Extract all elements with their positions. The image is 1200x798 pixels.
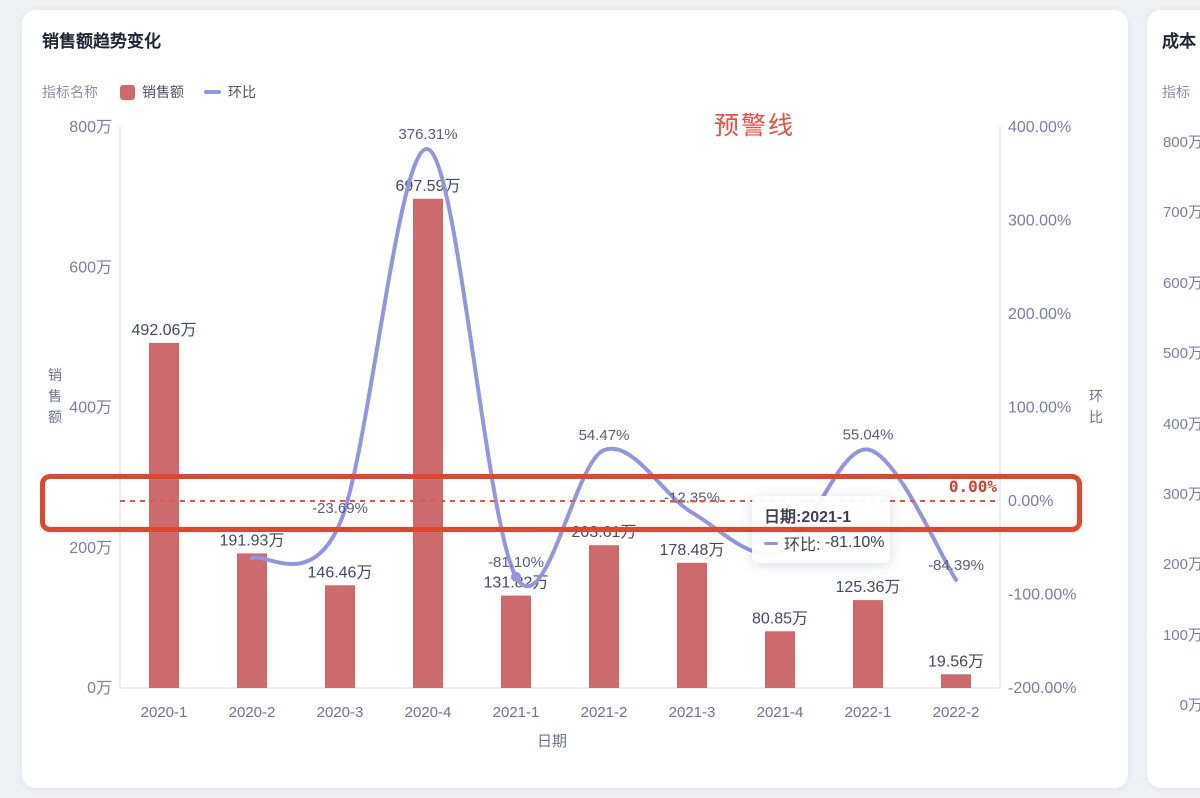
cost-axis-tick: 100万 [1162, 626, 1200, 644]
x-axis-tick: 2021-2 [581, 704, 628, 721]
cost-axis-tick: 800万 [1162, 134, 1200, 151]
right-axis-tick: 100.00% [1008, 400, 1071, 417]
left-axis-tick: 0万 [87, 680, 112, 697]
x-axis-tick: 2022-1 [845, 704, 892, 721]
right-axis-tick: 400.00% [1008, 119, 1071, 136]
bar-2020-3[interactable] [325, 585, 355, 688]
tooltip-value: -81.10% [824, 534, 885, 551]
sales-trend-card: 销售额趋势变化 指标名称 销售额 环比 [22, 10, 1128, 788]
cost-axis-tick: 200万 [1162, 556, 1200, 574]
bar-2021-3[interactable] [677, 562, 707, 688]
line-label: 54.47% [579, 427, 630, 444]
cost-axis-tick: 700万 [1162, 204, 1200, 222]
cost-trend-card: 成本 指标 800万 700万 600万 500万 400万 300万 200万 100万 0万 [1147, 10, 1200, 788]
card-title: 成本 [1162, 32, 1196, 51]
bar-2020-4[interactable] [413, 198, 443, 689]
bar-2022-1[interactable] [853, 600, 883, 688]
left-axis-tick: 800万 [69, 119, 112, 136]
right-axis-tick: 0.00% [1008, 493, 1053, 510]
cost-axis-tick: 300万 [1162, 486, 1200, 503]
bar-2020-2[interactable] [237, 553, 267, 688]
highlighted-point[interactable] [511, 571, 521, 582]
x-axis-tick: 2020-4 [405, 704, 452, 721]
bar-2021-2[interactable] [589, 545, 619, 688]
right-axis-name: 环 [1089, 388, 1103, 404]
bar-label: 131.82万 [484, 575, 549, 592]
legend-item-label: 环比 [228, 84, 256, 100]
line-series-marker-icon [764, 541, 778, 545]
x-axis-title: 日期 [537, 733, 567, 750]
bar-series-swatch-icon [120, 84, 135, 100]
legend-name-label: 指标名称 [42, 84, 98, 100]
x-axis-tick: 2022-2 [933, 704, 980, 721]
card-title: 销售额趋势变化 [42, 32, 161, 51]
cost-axis-tick: 400万 [1162, 415, 1200, 433]
left-axis-tick: 400万 [69, 400, 112, 417]
x-axis-tick: 2020-1 [141, 704, 188, 721]
x-axis-tick: 2020-2 [229, 704, 276, 721]
cost-axis-tick: 0万 [1179, 697, 1200, 715]
x-axis-tick: 2021-3 [669, 704, 716, 721]
left-axis-name: 售 [48, 388, 62, 404]
bar-label: 146.46万 [308, 564, 373, 581]
bar-2022-2[interactable] [941, 674, 971, 688]
line-label: 55.04% [843, 427, 894, 444]
right-axis-tick: -100.00% [1008, 587, 1077, 604]
x-axis-tick: 2021-1 [493, 704, 540, 721]
bar-2021-4[interactable] [765, 631, 795, 688]
tooltip-series-label: 环比: [784, 537, 821, 554]
warning-line-annotation: 预警线 [714, 112, 796, 140]
legend-item-label: 销售额 [142, 84, 184, 100]
bar-label: 191.93万 [220, 532, 285, 549]
right-axis-name: 比 [1089, 409, 1103, 425]
left-axis-tick: 600万 [69, 259, 112, 276]
line-label: 376.31% [398, 126, 457, 143]
legend-name-label: 指标 [1162, 84, 1190, 100]
legend-item-mom[interactable]: 环比 [204, 82, 256, 102]
line-label: -81.10% [488, 554, 544, 571]
left-axis-tick: 200万 [69, 540, 112, 557]
x-axis-tick: 2021-4 [757, 704, 804, 721]
markline-value-label: 0.00% [949, 477, 998, 496]
bar-label: 492.06万 [132, 322, 197, 339]
line-label: -12.35% [664, 490, 720, 507]
legend: 指标 [1162, 82, 1200, 102]
cost-axis-tick: 500万 [1162, 345, 1200, 363]
legend-item-sales[interactable]: 销售额 [120, 82, 184, 102]
right-axis-tick: 200.00% [1008, 306, 1071, 323]
right-axis-tick: -200.00% [1008, 680, 1077, 697]
bar-label: 80.85万 [752, 610, 808, 627]
left-axis-name: 销 [48, 367, 62, 383]
cost-axis-tick: 600万 [1162, 274, 1200, 292]
left-axis-name: 额 [48, 409, 62, 425]
line-label: -84.39% [928, 557, 984, 574]
bar-label: 178.48万 [660, 542, 725, 559]
x-axis-tick: 2020-3 [317, 704, 364, 721]
warning-band-annotation [40, 474, 1082, 532]
bar-2021-1[interactable] [501, 595, 531, 688]
bar-label: 19.56万 [928, 653, 984, 670]
right-axis-tick: 300.00% [1008, 213, 1071, 230]
tooltip-date: 日期:2021-1 [764, 509, 852, 526]
bar-label: 125.36万 [836, 579, 901, 596]
line-series-dash-icon [204, 90, 221, 94]
legend: 指标名称 销售额 环比 [42, 82, 276, 102]
line-label: -23.69% [312, 500, 368, 517]
bar-2020-1[interactable] [149, 342, 179, 688]
